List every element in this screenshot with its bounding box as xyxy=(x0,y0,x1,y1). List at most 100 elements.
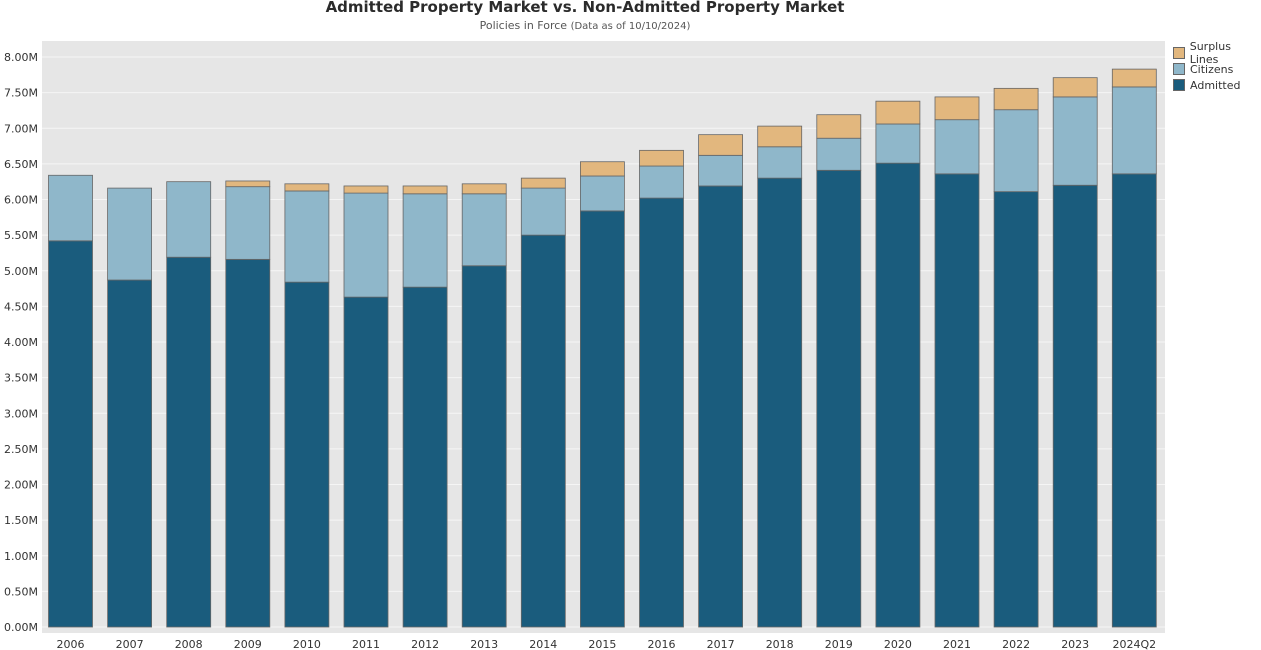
bar-citizens[interactable] xyxy=(875,123,921,164)
bar-surplus-lines[interactable] xyxy=(757,125,803,148)
bar-surplus-lines[interactable] xyxy=(698,134,743,156)
x-tick-label: 2022 xyxy=(1002,638,1030,650)
x-tick-label: 2014 xyxy=(529,638,557,650)
bar-surplus-lines[interactable] xyxy=(816,114,862,139)
bar-citizens[interactable] xyxy=(284,190,330,283)
bar-citizens[interactable] xyxy=(107,187,152,281)
bar-citizens[interactable] xyxy=(580,175,625,212)
bar-admitted[interactable] xyxy=(48,240,93,628)
bar-admitted[interactable] xyxy=(402,286,448,628)
bar-admitted[interactable] xyxy=(1052,184,1098,628)
bar-admitted[interactable] xyxy=(225,258,271,628)
y-tick-label: 5.00M xyxy=(4,265,38,278)
bar-surplus-lines[interactable] xyxy=(875,100,921,125)
bar-stack-2019 xyxy=(816,114,862,628)
bar-admitted[interactable] xyxy=(698,185,743,628)
bar-stack-2024Q2 xyxy=(1111,68,1157,628)
bar-surplus-lines[interactable] xyxy=(284,183,330,192)
bar-citizens[interactable] xyxy=(1111,86,1157,175)
bar-surplus-lines[interactable] xyxy=(934,96,980,121)
bar-citizens[interactable] xyxy=(461,193,507,267)
bar-citizens[interactable] xyxy=(934,119,980,175)
y-tick-label: 8.00M xyxy=(4,51,38,64)
bar-citizens[interactable] xyxy=(698,154,743,187)
x-tick-label: 2006 xyxy=(57,638,85,650)
bar-surplus-lines[interactable] xyxy=(402,185,448,195)
legend-label: Surplus Lines xyxy=(1189,40,1231,66)
bar-citizens[interactable] xyxy=(48,174,93,242)
bar-stack-2014 xyxy=(520,177,566,628)
bar-surplus-lines[interactable] xyxy=(461,183,507,195)
bar-citizens[interactable] xyxy=(816,137,862,171)
x-tick-label: 2007 xyxy=(116,638,144,650)
bars xyxy=(48,68,1157,628)
y-tick-label: 7.00M xyxy=(4,122,38,135)
bar-citizens[interactable] xyxy=(1052,96,1098,186)
bar-citizens[interactable] xyxy=(225,186,271,260)
legend: Surplus Lines Citizens Admitted xyxy=(1173,40,1261,93)
bar-surplus-lines[interactable] xyxy=(1111,68,1157,88)
bar-admitted[interactable] xyxy=(993,191,1039,628)
x-tick-label: 2024Q2 xyxy=(1112,638,1156,650)
bar-admitted[interactable] xyxy=(816,169,862,628)
x-tick-label: 2012 xyxy=(411,638,439,650)
bar-citizens[interactable] xyxy=(639,165,684,199)
bar-citizens[interactable] xyxy=(757,146,803,179)
bar-citizens[interactable] xyxy=(343,192,389,298)
bar-citizens[interactable] xyxy=(993,109,1039,193)
x-axis: 2006 2007 2008 2009 2010 2011 2012 2013 2014 2015… xyxy=(57,638,1157,650)
bar-admitted[interactable] xyxy=(580,210,625,628)
bar-surplus-lines[interactable] xyxy=(1052,77,1098,98)
bar-surplus-lines[interactable] xyxy=(225,180,271,188)
y-tick-label: 2.00M xyxy=(4,479,38,492)
bar-admitted[interactable] xyxy=(1111,173,1157,628)
bar-admitted[interactable] xyxy=(520,234,566,628)
chart-title: Admitted Property Market vs. Non-Admitte… xyxy=(325,0,845,16)
bar-citizens[interactable] xyxy=(520,187,566,236)
x-tick-label: 2018 xyxy=(766,638,794,650)
legend-item-admitted[interactable]: Admitted xyxy=(1173,77,1261,93)
bar-admitted[interactable] xyxy=(757,177,803,628)
bar-stack-2008 xyxy=(166,181,212,628)
subtitle-note: (Data as of 10/10/2024) xyxy=(570,21,691,32)
bar-admitted[interactable] xyxy=(639,197,684,628)
bar-admitted[interactable] xyxy=(343,296,389,628)
bar-admitted[interactable] xyxy=(875,162,921,628)
legend-item-surplus-lines[interactable]: Surplus Lines xyxy=(1173,40,1261,66)
bar-stack-2017 xyxy=(698,134,743,628)
bar-citizens[interactable] xyxy=(166,181,212,258)
bar-stack-2009 xyxy=(225,180,271,628)
y-tick-label: 1.50M xyxy=(4,514,38,527)
y-tick-label: 6.00M xyxy=(4,194,38,207)
bar-stack-2013 xyxy=(461,183,507,628)
bar-citizens[interactable] xyxy=(402,193,448,288)
bar-surplus-lines[interactable] xyxy=(343,185,389,194)
bar-stack-2022 xyxy=(993,87,1039,628)
bar-surplus-lines[interactable] xyxy=(993,87,1039,111)
bar-surplus-lines[interactable] xyxy=(520,177,566,189)
bar-stack-2007 xyxy=(107,187,152,628)
bar-surplus-lines[interactable] xyxy=(639,149,684,167)
x-tick-label: 2015 xyxy=(588,638,616,650)
bar-admitted[interactable] xyxy=(107,279,152,628)
y-tick-label: 6.50M xyxy=(4,158,38,171)
bar-admitted[interactable] xyxy=(461,265,507,628)
bar-admitted[interactable] xyxy=(166,256,212,628)
x-tick-label: 2009 xyxy=(234,638,262,650)
bar-admitted[interactable] xyxy=(934,173,980,628)
y-tick-label: 4.50M xyxy=(4,300,38,313)
y-tick-label: 7.50M xyxy=(4,87,38,100)
y-axis: 0.00M 0.50M 1.00M 1.50M 2.00M 2.50M 3.00M 3.50M… xyxy=(4,51,38,634)
y-tick-label: 2.50M xyxy=(4,443,38,456)
legend-item-citizens[interactable]: Citizens xyxy=(1173,61,1261,77)
y-tick-label: 4.00M xyxy=(4,336,38,349)
chart-subtitle: Policies in Force (Data as of 10/10/2024… xyxy=(0,19,1170,32)
x-tick-label: 2020 xyxy=(884,638,912,650)
bar-surplus-lines[interactable] xyxy=(580,161,625,177)
x-tick-label: 2023 xyxy=(1061,638,1089,650)
bar-admitted[interactable] xyxy=(284,281,330,628)
x-tick-label: 2016 xyxy=(648,638,676,650)
bar-stack-2015 xyxy=(580,161,625,628)
y-tick-label: 1.00M xyxy=(4,550,38,563)
bar-stack-2006 xyxy=(48,174,93,628)
